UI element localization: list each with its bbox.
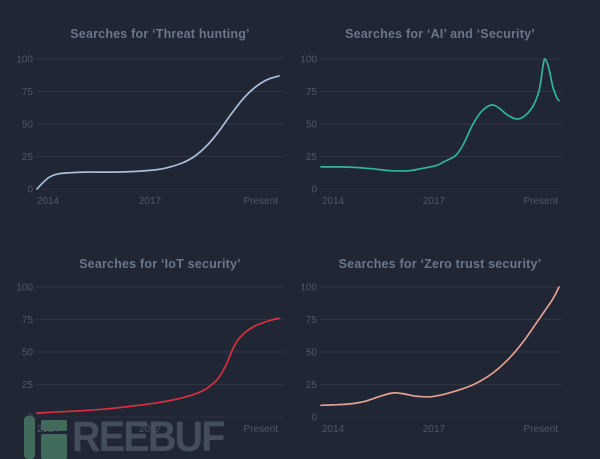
y-tick: 25 <box>306 380 318 391</box>
top-row: Searches for ‘Threat hunting’ 100 75 50 … <box>0 0 600 230</box>
y-gridlines <box>320 286 561 418</box>
y-tick: 0 <box>311 185 317 196</box>
y-tick: 0 <box>27 413 33 424</box>
y-tick: 50 <box>22 120 34 131</box>
threat-hunting-line-chart: 100 75 50 25 0 2014 2017 Present <box>16 55 284 207</box>
x-tick: Present <box>524 196 559 207</box>
zero-trust-series-line <box>320 286 560 407</box>
x-axis-tick-labels: 2014 2017 Present <box>322 196 558 207</box>
panel-ai-security: Searches for ‘AI’ and ‘Security’ 100 75 … <box>300 0 600 230</box>
y-tick: 100 <box>16 55 33 66</box>
y-tick: 0 <box>311 413 317 424</box>
x-axis-tick-labels: 2014 2017 Present <box>37 196 278 207</box>
ai-security-series-line <box>320 58 560 172</box>
y-gridlines <box>36 286 284 418</box>
x-tick: Present <box>524 424 559 435</box>
x-tick: 2014 <box>37 196 60 207</box>
y-tick: 25 <box>306 152 318 163</box>
x-tick: 2017 <box>423 196 446 207</box>
y-tick: 75 <box>22 87 34 98</box>
x-tick: 2017 <box>139 196 162 207</box>
panel-iot-security: Searches for ‘IoT security’ 100 75 50 25… <box>0 230 300 459</box>
zero-trust-line-chart: 100 75 50 25 0 2014 2017 Present <box>300 283 561 435</box>
chart-title-zero-trust: Searches for ‘Zero trust security’ <box>338 257 542 271</box>
x-axis-tick-labels: 2014 2017 Present <box>322 424 558 435</box>
x-tick: Present <box>244 424 279 435</box>
y-tick: 100 <box>300 55 317 66</box>
y-tick: 100 <box>16 283 33 294</box>
x-tick: 2017 <box>139 424 162 435</box>
chart-title-iot-security: Searches for ‘IoT security’ <box>79 257 241 271</box>
threat-hunting-series-line <box>36 75 280 190</box>
y-tick: 50 <box>306 120 318 131</box>
y-tick: 0 <box>27 185 33 196</box>
y-tick: 25 <box>22 152 34 163</box>
y-tick: 50 <box>22 348 34 359</box>
y-tick: 25 <box>22 380 34 391</box>
y-gridlines <box>36 58 284 190</box>
y-tick: 75 <box>306 87 318 98</box>
ai-security-line-chart: 100 75 50 25 0 2014 2017 Present <box>300 55 561 207</box>
x-tick: 2017 <box>423 424 446 435</box>
y-tick: 50 <box>306 348 318 359</box>
x-tick: 2014 <box>322 196 345 207</box>
x-tick: 2014 <box>37 424 60 435</box>
x-tick: Present <box>244 196 279 207</box>
y-axis-tick-labels: 100 75 50 25 0 <box>16 55 33 196</box>
panel-threat-hunting: Searches for ‘Threat hunting’ 100 75 50 … <box>0 0 300 230</box>
iot-security-series-line <box>36 317 280 414</box>
panel-zero-trust: Searches for ‘Zero trust security’ 100 7… <box>300 230 600 459</box>
y-axis-tick-labels: 100 75 50 25 0 <box>300 283 317 424</box>
y-axis-tick-labels: 100 75 50 25 0 <box>300 55 317 196</box>
y-tick: 75 <box>22 315 34 326</box>
x-axis-tick-labels: 2014 2017 Present <box>37 424 278 435</box>
iot-security-line-chart: 100 75 50 25 0 2014 2017 Present <box>16 283 284 435</box>
y-tick: 75 <box>306 315 318 326</box>
y-tick: 100 <box>300 283 317 294</box>
chart-title-ai-security: Searches for ‘AI’ and ‘Security’ <box>345 27 535 41</box>
bottom-row: Searches for ‘IoT security’ 100 75 50 25… <box>0 230 600 459</box>
chart-title-threat-hunting: Searches for ‘Threat hunting’ <box>70 27 250 41</box>
x-tick: 2014 <box>322 424 345 435</box>
y-axis-tick-labels: 100 75 50 25 0 <box>16 283 33 424</box>
y-gridlines <box>320 58 561 190</box>
